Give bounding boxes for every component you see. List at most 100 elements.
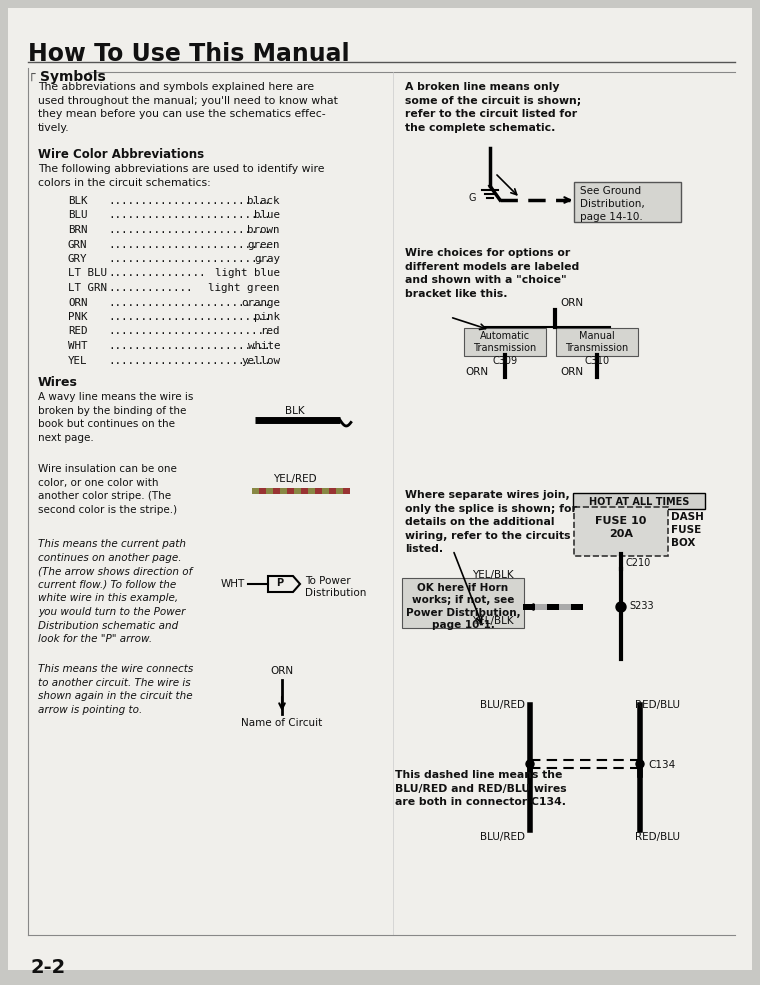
Text: LT GRN: LT GRN	[68, 283, 107, 293]
Text: The abbreviations and symbols explained here are
used throughout the manual; you: The abbreviations and symbols explained …	[38, 82, 338, 133]
Text: light green: light green	[208, 283, 280, 293]
Bar	[266, 488, 273, 494]
Bar	[273, 488, 280, 494]
Text: GRN: GRN	[68, 239, 87, 249]
Bar	[322, 488, 329, 494]
Text: gray: gray	[254, 254, 280, 264]
Text: WHT: WHT	[220, 579, 245, 589]
Text: Where separate wires join,
only the splice is shown; for
details on the addition: Where separate wires join, only the spli…	[405, 490, 577, 555]
Bar	[336, 488, 343, 494]
Text: RED/BLU: RED/BLU	[635, 832, 680, 842]
Bar	[343, 488, 350, 494]
Text: DASH
FUSE
BOX: DASH FUSE BOX	[671, 512, 704, 549]
Text: RED: RED	[68, 326, 87, 337]
Text: green: green	[248, 239, 280, 249]
Text: black: black	[248, 196, 280, 206]
Text: BLK: BLK	[285, 406, 305, 416]
Text: YEL/BLK: YEL/BLK	[473, 570, 514, 580]
Text: P: P	[277, 578, 283, 588]
Text: 2-2: 2-2	[30, 958, 65, 977]
Text: BLU/RED: BLU/RED	[480, 700, 525, 710]
Text: ORN: ORN	[68, 297, 87, 307]
Text: RED/BLU: RED/BLU	[635, 700, 680, 710]
Text: yellow: yellow	[241, 356, 280, 365]
Text: BLU/RED: BLU/RED	[480, 832, 525, 842]
Text: BLU: BLU	[68, 211, 87, 221]
Bar	[252, 488, 259, 494]
Text: Manual
Transmission: Manual Transmission	[565, 331, 629, 354]
Text: GRY: GRY	[68, 254, 87, 264]
Bar	[559, 604, 571, 610]
Text: OK here if Horn
works; if not, see
Power Distribution,
page 10-1.: OK here if Horn works; if not, see Power…	[406, 583, 521, 630]
Bar	[280, 488, 287, 494]
Text: Wire insulation can be one
color, or one color with
another color stripe. (The
s: Wire insulation can be one color, or one…	[38, 464, 177, 515]
Text: .............: .............	[108, 283, 192, 293]
Text: This dashed line means the
BLU/RED and RED/BLU wires
are both in connector C134.: This dashed line means the BLU/RED and R…	[395, 770, 567, 807]
Text: BRN: BRN	[68, 225, 87, 235]
Circle shape	[616, 602, 626, 612]
FancyBboxPatch shape	[573, 493, 705, 509]
Text: PNK: PNK	[68, 312, 87, 322]
FancyBboxPatch shape	[574, 182, 681, 222]
Text: .........................: .........................	[108, 225, 271, 235]
Text: .........................: .........................	[108, 312, 271, 322]
Circle shape	[636, 760, 644, 768]
Circle shape	[526, 760, 534, 768]
Bar	[547, 604, 559, 610]
Text: See Ground
Distribution,
page 14-10.: See Ground Distribution, page 14-10.	[580, 186, 644, 223]
Text: ┌: ┌	[28, 68, 36, 81]
Text: ORN: ORN	[560, 298, 583, 308]
Text: .........................: .........................	[108, 196, 271, 206]
Text: HOT AT ALL TIMES: HOT AT ALL TIMES	[589, 497, 689, 507]
Text: The following abbreviations are used to identify wire
colors in the circuit sche: The following abbreviations are used to …	[38, 164, 325, 187]
Text: Automatic
Transmission: Automatic Transmission	[473, 331, 537, 354]
Text: .........................: .........................	[108, 326, 271, 337]
Text: .........................: .........................	[108, 239, 271, 249]
Text: red: red	[261, 326, 280, 337]
Text: C210: C210	[626, 558, 651, 568]
Text: light blue: light blue	[215, 269, 280, 279]
Text: FUSE 10
20A: FUSE 10 20A	[595, 516, 647, 539]
Bar	[315, 488, 322, 494]
FancyBboxPatch shape	[556, 328, 638, 356]
Text: Wires: Wires	[38, 376, 78, 389]
Text: To Power
Distribution: To Power Distribution	[305, 576, 366, 599]
Text: YEL/BLK: YEL/BLK	[473, 616, 514, 626]
Text: S233: S233	[629, 601, 654, 611]
Text: Wire Color Abbreviations: Wire Color Abbreviations	[38, 148, 204, 161]
Text: WHT: WHT	[68, 341, 87, 351]
Bar	[308, 488, 315, 494]
Text: How To Use This Manual: How To Use This Manual	[28, 42, 350, 66]
Text: This means the current path
continues on another page.
(The arrow shows directio: This means the current path continues on…	[38, 539, 192, 644]
Text: C309: C309	[492, 356, 518, 366]
Text: YEL: YEL	[68, 356, 87, 365]
Bar	[523, 604, 535, 610]
Text: orange: orange	[241, 297, 280, 307]
Text: Symbols: Symbols	[40, 70, 106, 84]
Text: C310: C310	[584, 356, 610, 366]
Bar	[329, 488, 336, 494]
Text: .........................: .........................	[108, 356, 271, 365]
Text: A broken line means only
some of the circuit is shown;
refer to the circuit list: A broken line means only some of the cir…	[405, 82, 581, 133]
Text: .........................: .........................	[108, 211, 271, 221]
Text: BLK: BLK	[68, 196, 87, 206]
Bar	[259, 488, 266, 494]
FancyBboxPatch shape	[574, 507, 668, 556]
Text: ORN: ORN	[560, 367, 583, 377]
Bar	[571, 604, 583, 610]
Bar	[301, 488, 308, 494]
Text: G: G	[468, 193, 476, 203]
Text: .........................: .........................	[108, 341, 271, 351]
Text: YEL/RED: YEL/RED	[273, 474, 317, 484]
Text: .........................: .........................	[108, 254, 271, 264]
Text: Name of Circuit: Name of Circuit	[242, 718, 323, 728]
Text: pink: pink	[254, 312, 280, 322]
Text: .........................: .........................	[108, 297, 271, 307]
FancyBboxPatch shape	[402, 578, 524, 628]
Text: ...............: ...............	[108, 269, 205, 279]
Bar	[287, 488, 294, 494]
Text: C134: C134	[648, 760, 675, 770]
Bar	[294, 488, 301, 494]
Text: ORN: ORN	[271, 666, 293, 676]
Text: A wavy line means the wire is
broken by the binding of the
book but continues on: A wavy line means the wire is broken by …	[38, 392, 193, 443]
